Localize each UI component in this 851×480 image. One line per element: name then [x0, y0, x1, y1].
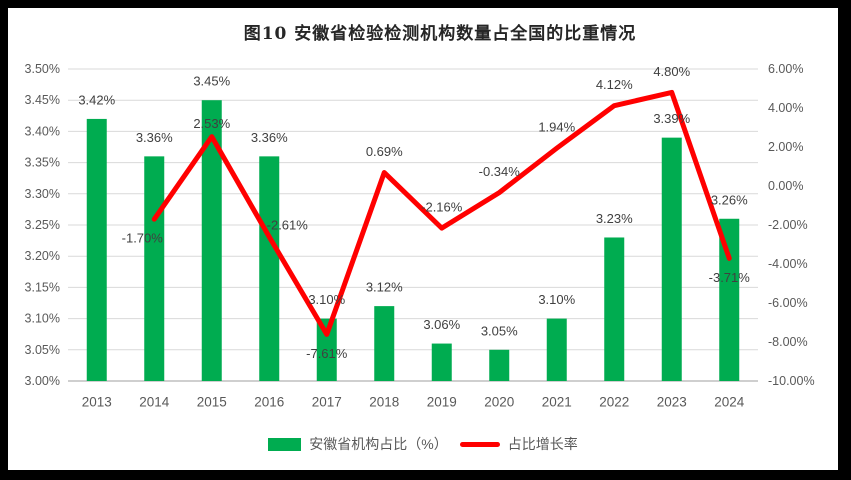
line-data-label: 1.94%	[538, 120, 575, 135]
bar	[259, 156, 280, 381]
bar	[661, 137, 682, 381]
right-axis-tick-label: -2.00%	[768, 218, 808, 232]
bar-series-swatch	[268, 437, 302, 451]
left-axis-tick-label: 3.10%	[25, 312, 60, 326]
left-axis-tick-label: 3.30%	[25, 187, 60, 201]
line-data-label: -0.34%	[479, 164, 521, 179]
bar-data-label: 3.10%	[308, 292, 345, 307]
line-data-label: -1.70%	[122, 231, 164, 246]
bar	[86, 118, 107, 382]
line-data-label: 4.12%	[596, 77, 633, 92]
bar-data-label: 3.45%	[193, 74, 230, 89]
legend-item-line-series: 占比增长率	[459, 434, 578, 454]
bar	[201, 100, 222, 381]
bar	[719, 218, 740, 381]
chart-canvas: 3.00% 3.05% 3.10% 3.15% 3.20% 3.25% 3.30% 3.35%…	[25, 62, 815, 410]
bar	[316, 318, 337, 381]
chart-title: 图10 安徽省检验检测机构数量占全国的比重情况	[243, 24, 637, 44]
right-axis-tick-label: -4.00%	[768, 257, 808, 271]
line-data-label: -2.16%	[421, 200, 463, 215]
growth-rate-line	[151, 89, 732, 337]
bar-data-label: 3.10%	[538, 292, 575, 307]
x-axis-label: 2015	[197, 395, 227, 410]
line-data-label: 2.53%	[193, 116, 230, 131]
bar-data-label: 3.36%	[251, 130, 288, 145]
bar	[144, 156, 165, 381]
bar	[604, 237, 625, 381]
bar-data-label: 3.05%	[481, 323, 518, 338]
left-axis-tick-label: 3.20%	[25, 249, 60, 263]
left-axis-tick-label: 3.45%	[25, 93, 60, 107]
right-axis-tick-label: 6.00%	[768, 62, 803, 76]
x-axis-label: 2019	[427, 395, 457, 410]
right-axis-tick-label: 4.00%	[768, 101, 803, 115]
left-axis-tick-label: 3.35%	[25, 156, 60, 170]
bar-data-label: 3.12%	[366, 280, 403, 295]
x-axis-label: 2016	[254, 395, 284, 410]
bar-series-legend-label: 安徽省机构占比（%）	[309, 436, 448, 452]
left-axis-tick-label: 3.05%	[25, 343, 60, 357]
line-series-legend-label: 占比增长率	[507, 436, 578, 452]
line-series-swatch	[459, 441, 500, 447]
x-axis-label: 2014	[139, 395, 170, 410]
x-axis-label: 2024	[714, 395, 745, 410]
x-axis-label: 2023	[657, 395, 687, 410]
right-axis-tick-label: 0.00%	[768, 179, 803, 193]
left-axis-tick-label: 3.50%	[25, 62, 60, 76]
left-axis-tick-label: 3.00%	[25, 374, 60, 388]
bar	[431, 343, 452, 381]
line-data-label: -3.71%	[709, 270, 751, 285]
bar	[546, 318, 567, 381]
x-axis-label: 2018	[369, 395, 399, 410]
right-axis-tick-label: -6.00%	[768, 296, 808, 310]
bar	[489, 349, 510, 381]
legend: 安徽省机构占比（%） 占比增长率	[8, 434, 838, 454]
line-data-label: -2.61%	[267, 217, 309, 232]
bar	[374, 306, 395, 381]
x-axis-label: 2022	[599, 395, 629, 410]
x-axis-label: 2013	[82, 395, 112, 410]
bar-data-label: 3.42%	[78, 92, 115, 107]
left-axis-tick-label: 3.25%	[25, 218, 60, 232]
bar-data-label: 3.23%	[596, 211, 633, 226]
x-axis-label: 2020	[484, 395, 514, 410]
bar-data-label: 3.06%	[423, 317, 460, 332]
right-axis-tick-label: 2.00%	[768, 140, 803, 154]
chart-area: 图10 安徽省检验检测机构数量占全国的比重情况 3.00% 3.05% 3.10% 3…	[8, 8, 838, 470]
right-axis-tick-label: -10.00%	[768, 374, 815, 388]
line-data-label: 0.69%	[366, 144, 403, 159]
bar-data-label: 3.26%	[711, 192, 748, 207]
x-axis-label: 2021	[542, 395, 572, 410]
legend-item-bar-series: 安徽省机构占比（%）	[268, 434, 448, 454]
left-axis-tick-label: 3.40%	[25, 124, 60, 138]
left-axis-tick-label: 3.15%	[25, 280, 60, 294]
bar-data-label: 3.36%	[136, 130, 173, 145]
right-axis-tick-label: -8.00%	[768, 335, 808, 349]
line-data-label: 4.80%	[653, 64, 690, 79]
bar-data-label: 3.39%	[653, 111, 690, 126]
x-axis-label: 2017	[312, 395, 342, 410]
line-data-label: -7.61%	[306, 346, 348, 361]
